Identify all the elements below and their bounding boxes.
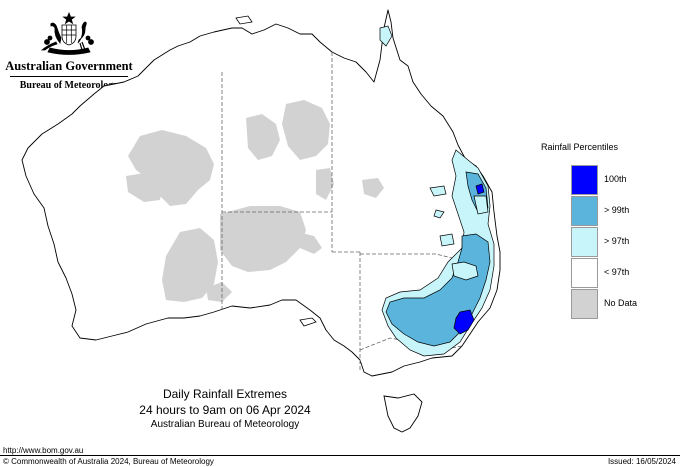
legend-label: No Data — [604, 298, 638, 308]
melville-island — [235, 15, 253, 25]
legend-title: Rainfall Percentiles — [541, 142, 619, 152]
legend-label: > 97th — [604, 236, 630, 246]
caption-source: Australian Bureau of Meteorology — [150, 419, 300, 430]
legend-item: < 97th — [571, 258, 671, 289]
issued-date: Issued: 16/05/2024 — [607, 457, 676, 466]
legend-swatch — [571, 227, 598, 257]
tasmania-outline — [383, 393, 423, 433]
legend-swatch — [571, 258, 598, 288]
caption-period: 24 hours to 9am on 06 Apr 2024 — [139, 403, 311, 417]
kangaroo-island — [299, 317, 317, 327]
copyright-text: © Commonwealth of Australia 2024, Bureau… — [3, 457, 214, 466]
legend-label: > 99th — [604, 205, 630, 215]
legend-item: No Data — [571, 289, 671, 320]
bom-url-link[interactable]: http://www.bom.gov.au — [3, 446, 84, 455]
legend-swatch — [571, 289, 598, 319]
legend-item: > 97th — [571, 227, 671, 258]
legend-swatch — [571, 165, 598, 195]
legend-label: < 97th — [604, 267, 630, 277]
map-caption: Daily Rainfall Extremes 24 hours to 9am … — [110, 386, 340, 432]
mainland-outline — [21, 9, 501, 377]
no-data-areas — [126, 100, 384, 302]
government-title: Australian Government — [5, 59, 133, 73]
legend-label: 100th — [604, 174, 627, 184]
legend-swatch — [571, 196, 598, 226]
legend-item: 100th — [571, 165, 671, 196]
caption-title: Daily Rainfall Extremes — [162, 387, 288, 401]
footer-divider — [0, 455, 680, 456]
header-divider — [10, 76, 128, 77]
legend-item: > 99th — [571, 196, 671, 227]
coat-of-arms-logo — [40, 12, 94, 55]
rainfall-100th — [453, 183, 485, 335]
bureau-title: Bureau of Meteorology — [19, 80, 119, 91]
